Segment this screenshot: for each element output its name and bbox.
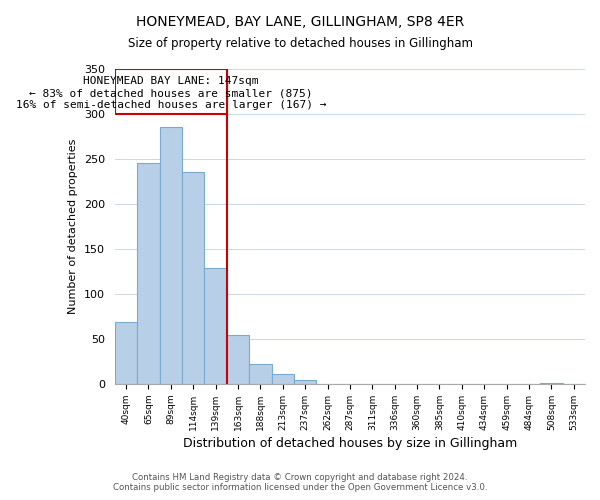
Bar bbox=[249, 364, 272, 384]
Bar bbox=[227, 336, 249, 384]
Bar bbox=[137, 162, 160, 384]
Bar bbox=[160, 128, 182, 384]
Text: Contains HM Land Registry data © Crown copyright and database right 2024.
Contai: Contains HM Land Registry data © Crown c… bbox=[113, 473, 487, 492]
Bar bbox=[272, 374, 294, 384]
Text: ← 83% of detached houses are smaller (875): ← 83% of detached houses are smaller (87… bbox=[29, 89, 313, 99]
Bar bbox=[182, 172, 205, 384]
Text: HONEYMEAD, BAY LANE, GILLINGHAM, SP8 4ER: HONEYMEAD, BAY LANE, GILLINGHAM, SP8 4ER bbox=[136, 15, 464, 29]
Bar bbox=[205, 268, 227, 384]
Bar bbox=[115, 322, 137, 384]
Bar bbox=[540, 383, 563, 384]
Text: HONEYMEAD BAY LANE: 147sqm: HONEYMEAD BAY LANE: 147sqm bbox=[83, 76, 259, 86]
Y-axis label: Number of detached properties: Number of detached properties bbox=[68, 139, 79, 314]
Text: 16% of semi-detached houses are larger (167) →: 16% of semi-detached houses are larger (… bbox=[16, 100, 326, 110]
Text: Size of property relative to detached houses in Gillingham: Size of property relative to detached ho… bbox=[128, 38, 473, 51]
FancyBboxPatch shape bbox=[115, 69, 227, 114]
X-axis label: Distribution of detached houses by size in Gillingham: Distribution of detached houses by size … bbox=[183, 437, 517, 450]
Bar bbox=[294, 380, 316, 384]
